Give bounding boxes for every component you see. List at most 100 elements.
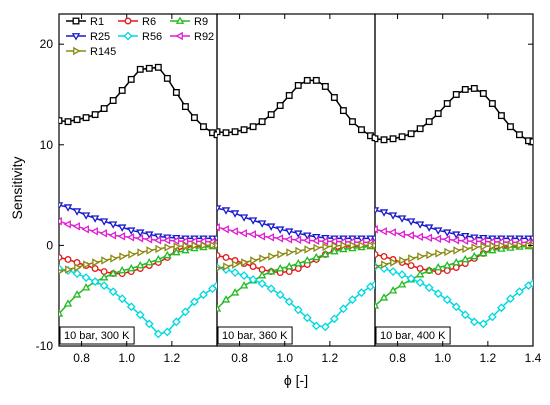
diamond-marker xyxy=(90,277,100,287)
diamond-marker xyxy=(199,290,208,300)
panel-label: 10 bar, 400 K xyxy=(380,330,446,342)
triangle-right-marker xyxy=(277,250,285,259)
panel-label-box xyxy=(217,326,293,345)
triangle-up-marker xyxy=(127,263,136,272)
square-marker xyxy=(222,129,230,137)
triangle-up-marker xyxy=(99,273,109,281)
triangle-down-marker xyxy=(357,235,366,243)
square-marker xyxy=(375,135,379,143)
square-marker xyxy=(249,123,257,131)
triangle-up-marker xyxy=(294,258,303,267)
square-marker xyxy=(64,118,72,126)
triangle-up-marker xyxy=(181,245,190,254)
triangle-up-marker xyxy=(221,295,231,303)
triangle-up-marker xyxy=(312,252,321,261)
circle-marker xyxy=(124,17,132,25)
triangle-right-marker xyxy=(164,243,172,252)
diamond-marker xyxy=(266,284,276,294)
panel-frame xyxy=(374,13,534,347)
triangle-left-marker xyxy=(311,236,320,246)
triangle-down-marker xyxy=(397,215,407,223)
square-marker xyxy=(398,133,406,141)
triangle-down-marker xyxy=(221,207,231,215)
triangle-down-marker xyxy=(506,235,515,243)
triangle-left-marker xyxy=(63,220,71,229)
triangle-up-marker xyxy=(63,299,73,307)
triangle-down-marker xyxy=(424,224,434,232)
circle-marker xyxy=(443,267,451,274)
diamond-marker xyxy=(123,31,133,41)
triangle-down-marker xyxy=(90,215,100,223)
triangle-left-marker xyxy=(171,236,180,246)
panel-label-box xyxy=(375,326,451,345)
y-tick-label: 20 xyxy=(40,37,54,51)
square-marker xyxy=(59,117,63,125)
circle-marker xyxy=(380,253,388,260)
series-line-r25 xyxy=(59,204,217,240)
triangle-down-marker xyxy=(406,218,416,226)
triangle-right-marker xyxy=(367,241,375,250)
triangle-left-marker xyxy=(81,225,89,234)
triangle-right-marker xyxy=(417,252,425,261)
triangle-up-marker xyxy=(59,309,64,317)
triangle-down-marker xyxy=(257,220,267,228)
triangle-left-marker xyxy=(442,235,451,244)
triangle-up-marker xyxy=(379,293,389,301)
circle-marker xyxy=(91,265,99,272)
x-tick-label: 1.0 xyxy=(434,351,451,365)
triangle-right-marker xyxy=(74,263,82,272)
x-axis-label: ϕ [-] xyxy=(284,372,308,388)
panel-1-series xyxy=(59,63,217,339)
square-marker xyxy=(276,102,284,110)
diamond-marker xyxy=(338,304,348,314)
triangle-left-marker xyxy=(72,222,80,231)
panel-3-series xyxy=(375,84,533,329)
triangle-down-marker xyxy=(266,223,276,231)
square-marker xyxy=(339,107,347,115)
triangle-left-marker xyxy=(221,225,229,234)
panel-frame xyxy=(216,13,376,347)
triangle-right-marker xyxy=(349,241,357,250)
diamond-marker xyxy=(72,269,82,278)
triangle-up-marker xyxy=(321,249,330,258)
triangle-left-marker xyxy=(424,233,433,243)
diamond-marker xyxy=(117,294,127,304)
triangle-right-marker xyxy=(471,243,479,252)
square-marker xyxy=(294,81,302,89)
triangle-left-marker xyxy=(293,235,302,245)
triangle-up-marker xyxy=(470,251,479,260)
circle-marker xyxy=(452,264,460,271)
diamond-marker xyxy=(275,290,285,300)
triangle-right-marker xyxy=(250,256,258,265)
triangle-left-marker xyxy=(135,234,144,243)
diamond-marker xyxy=(442,295,452,305)
triangle-down-marker xyxy=(294,230,303,238)
triangle-left-marker xyxy=(406,231,415,240)
triangle-up-marker xyxy=(461,254,470,263)
triangle-down-marker xyxy=(285,228,294,236)
diamond-marker xyxy=(162,327,172,337)
circle-marker xyxy=(294,265,302,272)
triangle-left-marker xyxy=(284,235,293,244)
triangle-right-marker xyxy=(232,260,240,269)
diamond-marker xyxy=(81,273,91,283)
circle-marker xyxy=(249,263,257,270)
triangle-up-marker xyxy=(375,301,380,309)
square-marker xyxy=(145,64,153,72)
plot-frames xyxy=(58,13,534,347)
triangle-down-marker xyxy=(63,204,73,212)
triangle-up-marker xyxy=(118,266,127,274)
triangle-left-marker xyxy=(451,236,460,245)
diamond-marker xyxy=(239,271,249,280)
triangle-right-marker xyxy=(223,262,231,271)
triangle-right-marker xyxy=(340,241,348,250)
diamond-marker xyxy=(284,297,294,307)
triangle-down-marker xyxy=(452,231,461,239)
triangle-left-marker xyxy=(460,236,469,246)
triangle-right-marker xyxy=(241,258,249,267)
triangle-right-marker xyxy=(462,244,470,254)
square-marker xyxy=(73,116,81,124)
legend-label-r1: R1 xyxy=(90,16,104,28)
